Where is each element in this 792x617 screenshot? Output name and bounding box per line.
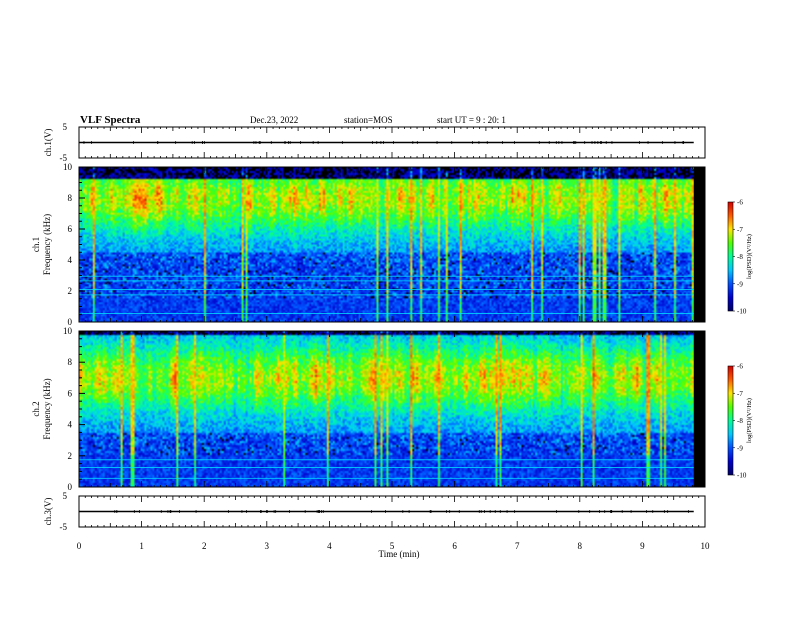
y-tick-label: 2 <box>68 286 73 296</box>
y-axis-label-channel: ch.2 <box>31 401 41 416</box>
colorbar-tick-label: -8 <box>737 417 743 425</box>
x-tick-label: 8 <box>578 541 583 551</box>
x-axis-label: Time (min) <box>379 549 420 559</box>
time-axis: 0 1 2 3 4 5 6 7 8 9 10 <box>77 541 710 551</box>
y-tick-label: 6 <box>68 224 73 234</box>
y-tick-label: -5 <box>60 153 68 163</box>
ch3-waveform-panel: 5 -5 ch.3(V) <box>43 491 706 532</box>
ch1-waveform-panel: 5 -5 ch.1(V) <box>43 122 706 163</box>
colorbar-tick-label: -7 <box>737 390 743 398</box>
y-axis-label-frequency: Frequency (kHz) <box>42 378 52 439</box>
colorbar-tick-label: -10 <box>737 308 747 316</box>
colorbar-tick-label: -9 <box>737 280 743 288</box>
colorbar-scale <box>727 365 734 476</box>
y-tick-label: 2 <box>68 451 73 461</box>
x-tick-label: 6 <box>452 541 457 551</box>
colorbar-label: log(PSD)(V²/Hz) <box>746 398 753 443</box>
y-tick-label: -5 <box>60 522 68 532</box>
x-tick-label: 2 <box>202 541 207 551</box>
x-tick-label: 1 <box>139 541 144 551</box>
y-tick-label: 5 <box>63 122 68 132</box>
colorbar-tick-label: -6 <box>737 199 743 207</box>
colorbar-label: log(PSD)(V²/Hz) <box>746 234 753 279</box>
y-tick-label: 10 <box>63 162 73 172</box>
spectrogram-image <box>79 331 694 487</box>
y-axis-label: ch.3(V) <box>43 498 53 526</box>
date-label: Dec.23, 2022 <box>250 115 298 125</box>
colorbar-tick-label: -7 <box>737 226 743 234</box>
colorbar-tick-label: -10 <box>737 472 747 480</box>
colorbar-tick-label: -6 <box>737 363 743 371</box>
x-tick-label: 7 <box>515 541 520 551</box>
y-axis-label-frequency: Frequency (kHz) <box>42 214 52 275</box>
spectrogram-image <box>79 167 694 322</box>
start-time-label: start UT = 9 : 20: 1 <box>437 115 506 125</box>
y-tick-label: 0 <box>68 317 73 327</box>
colorbar-tick-label: -9 <box>737 444 743 452</box>
ch2-colorbar: -6 -7 -8 -9 -10 log(PSD)(V²/Hz) <box>727 363 753 480</box>
x-tick-label: 4 <box>327 541 332 551</box>
colorbar-tick-label: -8 <box>737 253 743 261</box>
x-tick-label: 5 <box>390 541 395 551</box>
x-tick-label: 10 <box>701 541 711 551</box>
y-tick-label: 8 <box>68 357 73 367</box>
x-tick-label: 9 <box>640 541 645 551</box>
ch2-spectrogram-panel: 0 2 4 6 8 10 ch.2 Frequency (kHz) <box>31 326 706 492</box>
station-label: station=MOS <box>344 115 393 125</box>
ch1-colorbar: -6 -7 -8 -9 -10 log(PSD)(V²/Hz) <box>727 199 753 316</box>
y-tick-label: 10 <box>63 326 73 336</box>
y-tick-label: 5 <box>63 491 68 501</box>
y-tick-label: 6 <box>68 388 73 398</box>
x-tick-label: 3 <box>265 541 270 551</box>
y-tick-label: 8 <box>68 193 73 203</box>
x-tick-label: 0 <box>77 541 82 551</box>
colorbar-scale <box>727 201 734 312</box>
ch1-spectrogram-panel: 0 2 4 6 8 10 ch.1 Frequency (kHz) <box>31 162 706 327</box>
y-axis-label: ch.1(V) <box>43 129 53 157</box>
y-axis-label-channel: ch.1 <box>31 237 41 252</box>
y-tick-label: 4 <box>68 255 73 265</box>
figure-title: VLF Spectra <box>80 114 141 126</box>
y-tick-label: 0 <box>68 482 73 492</box>
y-tick-label: 4 <box>68 420 73 430</box>
